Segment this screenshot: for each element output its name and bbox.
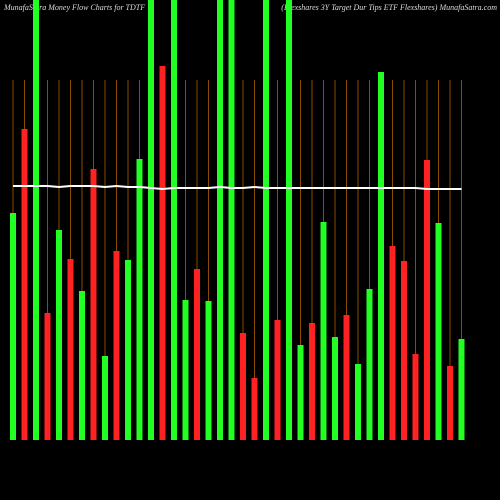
bar [182,300,189,440]
bar [205,301,212,440]
bar [79,291,85,440]
bar [21,129,28,440]
bar [355,364,361,440]
bar [171,0,177,440]
bar [10,213,16,440]
bar [136,159,143,440]
bar [240,333,246,440]
bar [401,261,407,440]
chart-subtitle: (Flexshares 3Y Target Dur Tips ETF Flexs… [281,3,497,12]
bar [125,260,131,440]
bar [44,313,51,440]
bar [113,251,120,440]
bar [90,169,97,440]
bar [33,0,39,440]
bar [56,230,62,440]
bar [251,378,258,440]
bar [435,223,442,440]
bar [274,320,281,440]
bar [378,72,384,440]
chart-title: MunafaSatra Money Flow Charts for TDTF [3,3,145,12]
bar [458,339,465,440]
flow-line [13,184,462,191]
bar [343,315,350,440]
bar [228,0,235,440]
bar [424,160,430,440]
bar [447,366,453,440]
bar [366,289,373,440]
bar [194,269,200,440]
bar [320,222,327,440]
bar [102,356,108,440]
bar [67,259,74,440]
bar [297,345,304,440]
bar [148,0,154,440]
bar [332,337,338,440]
bar [309,323,315,440]
bar [389,246,396,440]
bar [412,354,419,440]
bar [159,66,166,440]
bar [217,0,223,440]
bar [286,0,292,440]
bar [263,0,269,440]
